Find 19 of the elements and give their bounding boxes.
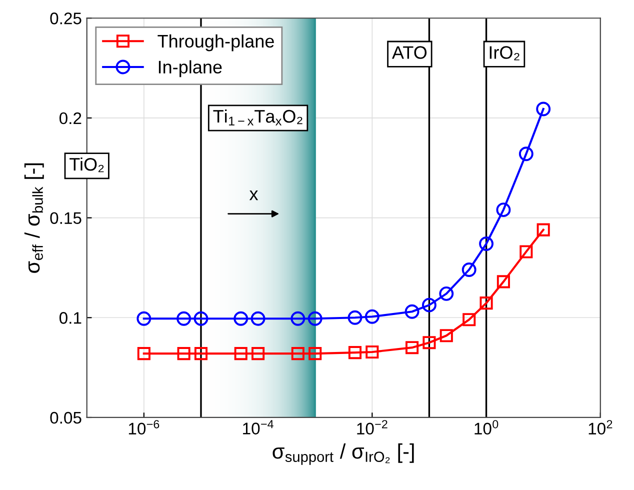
annotation: TiO₂ <box>70 157 104 172</box>
y-axis-title: σ$_{eff}$ / σ$_{bulk}$ [-] <box>24 163 44 273</box>
x-tick-label: 10$^{2}$ <box>588 420 612 435</box>
x-tick-label: 10$^{−2}$ <box>357 420 388 435</box>
y-tick-label: 0.1 <box>59 312 82 324</box>
legend-label: Through-plane <box>158 34 274 52</box>
y-tick-label: 0.2 <box>59 112 82 124</box>
band-label: Ti$_{1−x}$Ta$_{x}$O₂ <box>213 109 302 126</box>
y-tick-label: 0.15 <box>50 212 82 224</box>
ref-line-label: IrO₂ <box>490 46 520 60</box>
ref-line-label: ATO <box>392 46 427 59</box>
y-tick-label: 0.25 <box>50 12 82 24</box>
x-tick-label: 10$^{0}$ <box>474 420 498 435</box>
x-tick-label: 10$^{−6}$ <box>128 420 160 435</box>
x-axis-title: σ$_{support}$ / σ$_{IrO₂}$ [-] <box>272 443 414 465</box>
x-tick-label: 10$^{−4}$ <box>243 420 274 434</box>
y-tick-label: 0.05 <box>50 412 82 424</box>
annotation: x <box>249 190 258 200</box>
legend-label: In-plane <box>158 60 222 78</box>
